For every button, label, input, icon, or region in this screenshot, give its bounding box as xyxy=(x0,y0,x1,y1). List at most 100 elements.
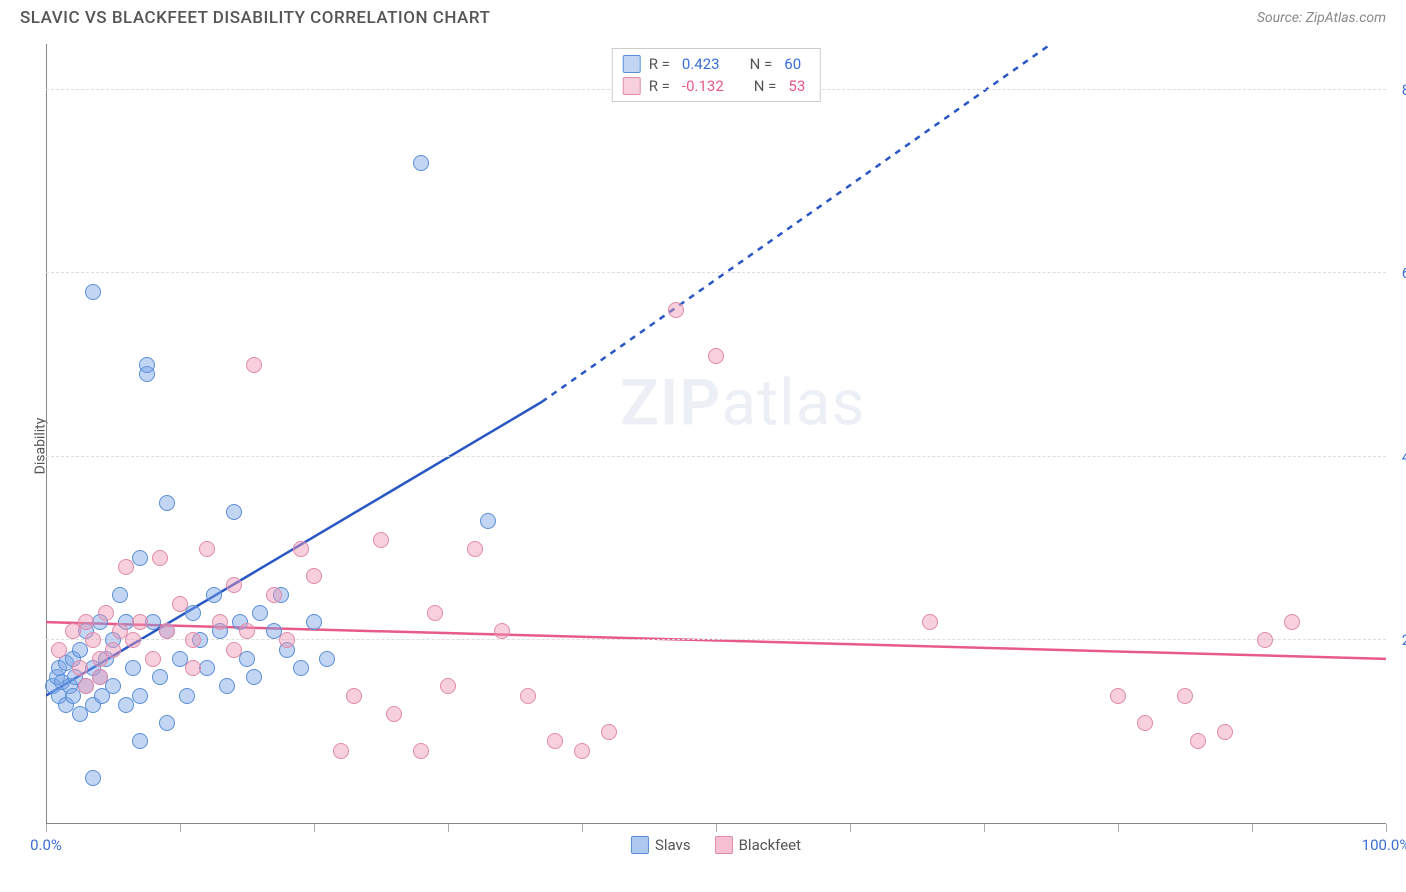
data-point-slavs xyxy=(179,688,195,704)
data-point-slavs xyxy=(132,688,148,704)
data-point-slavs xyxy=(480,513,496,529)
x-tick xyxy=(314,824,315,832)
correlation-legend: R = 0.423 N = 60 R = -0.132 N = 53 xyxy=(612,48,821,102)
x-tick xyxy=(984,824,985,832)
data-point-blackfeet xyxy=(199,541,215,557)
data-point-slavs xyxy=(319,651,335,667)
legend-row-blackfeet: R = -0.132 N = 53 xyxy=(623,75,810,97)
data-point-blackfeet xyxy=(132,614,148,630)
legend-item-blackfeet: Blackfeet xyxy=(715,836,801,854)
swatch-blackfeet xyxy=(715,836,733,854)
data-point-blackfeet xyxy=(185,660,201,676)
r-value-slavs: 0.423 xyxy=(682,55,720,73)
y-tick-label: 20.0% xyxy=(1402,631,1406,649)
x-tick xyxy=(448,824,449,832)
n-value-slavs: 60 xyxy=(784,55,801,73)
data-point-blackfeet xyxy=(239,623,255,639)
r-label: R = xyxy=(649,55,670,73)
data-point-slavs xyxy=(413,155,429,171)
data-point-blackfeet xyxy=(601,724,617,740)
y-tick-label: 40.0% xyxy=(1402,448,1406,466)
data-point-blackfeet xyxy=(78,614,94,630)
data-point-blackfeet xyxy=(668,302,684,318)
data-point-slavs xyxy=(125,660,141,676)
data-point-slavs xyxy=(185,605,201,621)
data-point-slavs xyxy=(306,614,322,630)
data-point-slavs xyxy=(206,587,222,603)
x-tick-label: 100.0% xyxy=(1362,836,1406,854)
data-point-blackfeet xyxy=(1137,715,1153,731)
data-point-blackfeet xyxy=(1257,632,1273,648)
data-point-blackfeet xyxy=(1177,688,1193,704)
y-tick-label: 80.0% xyxy=(1402,81,1406,99)
n-label: N = xyxy=(754,77,777,95)
data-point-slavs xyxy=(85,284,101,300)
chart-header: SLAVIC VS BLACKFEET DISABILITY CORRELATI… xyxy=(0,0,1406,32)
data-point-slavs xyxy=(139,357,155,373)
plot-region: ZIPatlas 20.0%40.0%60.0%80.0%0.0%100.0% xyxy=(46,44,1386,824)
legend-label: Blackfeet xyxy=(739,836,801,854)
chart-area: ZIPatlas 20.0%40.0%60.0%80.0%0.0%100.0% … xyxy=(46,44,1386,824)
data-point-slavs xyxy=(105,678,121,694)
chart-source: Source: ZipAtlas.com xyxy=(1257,10,1386,26)
data-point-blackfeet xyxy=(306,568,322,584)
swatch-blackfeet xyxy=(623,77,641,95)
data-point-blackfeet xyxy=(547,733,563,749)
data-point-blackfeet xyxy=(1217,724,1233,740)
x-tick xyxy=(716,824,717,832)
data-point-blackfeet xyxy=(574,743,590,759)
data-point-slavs xyxy=(152,669,168,685)
data-point-blackfeet xyxy=(427,605,443,621)
data-point-slavs xyxy=(132,733,148,749)
data-point-blackfeet xyxy=(1190,733,1206,749)
data-point-blackfeet xyxy=(226,577,242,593)
data-point-blackfeet xyxy=(346,688,362,704)
x-tick xyxy=(1386,824,1387,832)
data-point-blackfeet xyxy=(520,688,536,704)
y-axis-line xyxy=(46,44,47,824)
swatch-slavs xyxy=(623,55,641,73)
data-point-blackfeet xyxy=(708,348,724,364)
data-point-blackfeet xyxy=(92,669,108,685)
data-point-slavs xyxy=(239,651,255,667)
data-point-blackfeet xyxy=(922,614,938,630)
legend-label: Slavs xyxy=(655,836,691,854)
x-tick xyxy=(180,824,181,832)
regression-lines xyxy=(46,44,1386,824)
data-point-blackfeet xyxy=(125,632,141,648)
r-label: R = xyxy=(649,77,670,95)
data-point-blackfeet xyxy=(172,596,188,612)
data-point-blackfeet xyxy=(51,642,67,658)
data-point-slavs xyxy=(293,660,309,676)
data-point-blackfeet xyxy=(152,550,168,566)
data-point-blackfeet xyxy=(98,605,114,621)
data-point-blackfeet xyxy=(85,632,101,648)
data-point-blackfeet xyxy=(159,623,175,639)
chart-title: SLAVIC VS BLACKFEET DISABILITY CORRELATI… xyxy=(20,8,490,28)
data-point-blackfeet xyxy=(440,678,456,694)
data-point-slavs xyxy=(159,495,175,511)
swatch-slavs xyxy=(631,836,649,854)
data-point-blackfeet xyxy=(118,559,134,575)
data-point-blackfeet xyxy=(246,357,262,373)
data-point-slavs xyxy=(219,678,235,694)
data-point-blackfeet xyxy=(105,642,121,658)
data-point-blackfeet xyxy=(467,541,483,557)
x-tick xyxy=(850,824,851,832)
data-point-blackfeet xyxy=(413,743,429,759)
data-point-slavs xyxy=(159,715,175,731)
data-point-blackfeet xyxy=(293,541,309,557)
y-tick-label: 60.0% xyxy=(1402,264,1406,282)
x-tick xyxy=(46,824,47,832)
data-point-blackfeet xyxy=(72,660,88,676)
data-point-blackfeet xyxy=(386,706,402,722)
data-point-slavs xyxy=(112,587,128,603)
watermark: ZIPatlas xyxy=(620,365,865,440)
legend-row-slavs: R = 0.423 N = 60 xyxy=(623,53,810,75)
data-point-blackfeet xyxy=(145,651,161,667)
data-point-blackfeet xyxy=(373,532,389,548)
data-point-blackfeet xyxy=(226,642,242,658)
series-legend: Slavs Blackfeet xyxy=(631,836,801,854)
data-point-slavs xyxy=(252,605,268,621)
data-point-blackfeet xyxy=(212,614,228,630)
